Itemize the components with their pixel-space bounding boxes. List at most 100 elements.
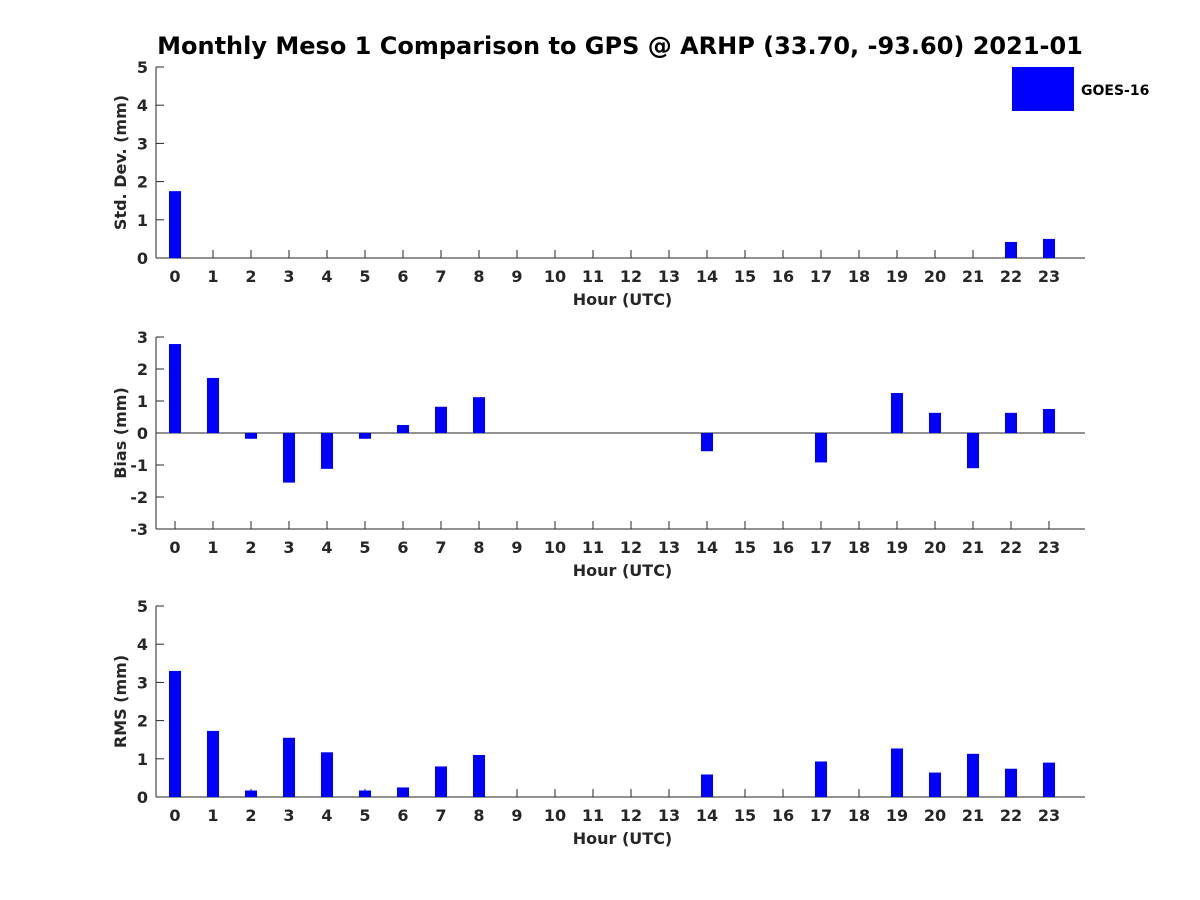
- x-tick-label: 10: [544, 538, 566, 557]
- x-tick-label: 18: [848, 806, 870, 825]
- x-tick-label: 2: [245, 806, 256, 825]
- bar-hour-3: [283, 433, 295, 483]
- y-tick-label: 3: [137, 673, 148, 692]
- x-tick-label: 1: [207, 267, 218, 286]
- bar-hour-1: [207, 730, 219, 797]
- x-tick-label: 23: [1038, 267, 1060, 286]
- x-tick-label: 10: [544, 806, 566, 825]
- bar-hour-8: [473, 754, 485, 797]
- bar-hour-6: [397, 425, 409, 433]
- bar-hour-20: [929, 772, 941, 797]
- x-tick-label: 18: [848, 267, 870, 286]
- x-tick-label: 9: [511, 267, 522, 286]
- x-tick-label: 7: [435, 538, 446, 557]
- x-tick-label: 11: [582, 267, 604, 286]
- bar-hour-19: [891, 393, 903, 433]
- x-tick-label: 17: [810, 538, 832, 557]
- x-tick-label: 20: [924, 267, 946, 286]
- x-tick-label: 19: [886, 538, 908, 557]
- x-tick-label: 6: [397, 267, 408, 286]
- x-tick-label: 5: [359, 267, 370, 286]
- bar-hour-17: [815, 761, 827, 797]
- bar-hour-22: [1005, 412, 1017, 433]
- x-tick-label: 17: [810, 806, 832, 825]
- x-tick-label: 23: [1038, 806, 1060, 825]
- bar-hour-20: [929, 412, 941, 433]
- x-tick-label: 7: [435, 267, 446, 286]
- bar-hour-19: [891, 748, 903, 797]
- y-tick-label: 5: [137, 597, 148, 616]
- bar-hour-23: [1043, 409, 1055, 433]
- x-tick-label: 6: [397, 538, 408, 557]
- x-tick-label: 2: [245, 538, 256, 557]
- bar-hour-3: [283, 737, 295, 797]
- x-tick-label: 4: [321, 267, 332, 286]
- x-tick-label: 18: [848, 538, 870, 557]
- x-tick-label: 11: [582, 538, 604, 557]
- y-tick-label: -1: [130, 456, 148, 475]
- x-tick-label: 21: [962, 806, 984, 825]
- x-tick-label: 17: [810, 267, 832, 286]
- x-tick-label: 16: [772, 806, 794, 825]
- x-tick-label: 4: [321, 806, 332, 825]
- chart-title: Monthly Meso 1 Comparison to GPS @ ARHP …: [157, 32, 1083, 60]
- x-tick-label: 1: [207, 806, 218, 825]
- y-tick-label: 3: [137, 328, 148, 347]
- x-tick-label: 16: [772, 267, 794, 286]
- x-tick-label: 13: [658, 806, 680, 825]
- x-tick-label: 11: [582, 806, 604, 825]
- bar-hour-0: [169, 344, 181, 433]
- x-tick-label: 8: [473, 806, 484, 825]
- y-tick-label: 0: [137, 249, 148, 268]
- x-tick-label: 8: [473, 267, 484, 286]
- y-tick-label: 2: [137, 360, 148, 379]
- x-axis-label: Hour (UTC): [573, 829, 673, 848]
- x-tick-label: 10: [544, 267, 566, 286]
- legend: GOES-16: [1012, 67, 1149, 111]
- x-tick-label: 19: [886, 267, 908, 286]
- y-tick-label: -3: [130, 520, 148, 539]
- bar-hour-4: [321, 433, 333, 469]
- bar-hour-2: [245, 790, 257, 797]
- bar-hour-22: [1005, 768, 1017, 797]
- bar-hour-2: [245, 433, 257, 439]
- x-tick-label: 4: [321, 538, 332, 557]
- bar-hour-22: [1005, 241, 1017, 258]
- bar-hour-23: [1043, 762, 1055, 797]
- legend-label: GOES-16: [1081, 83, 1149, 99]
- x-tick-label: 16: [772, 538, 794, 557]
- y-axis-label: RMS (mm): [111, 655, 130, 748]
- bar-hour-14: [701, 774, 713, 797]
- x-tick-label: 9: [511, 538, 522, 557]
- x-tick-label: 0: [169, 806, 180, 825]
- x-tick-label: 23: [1038, 538, 1060, 557]
- bar-hour-14: [701, 433, 713, 452]
- x-tick-label: 12: [620, 806, 642, 825]
- y-tick-label: 1: [137, 211, 148, 230]
- x-tick-label: 22: [1000, 538, 1022, 557]
- bar-hour-21: [967, 753, 979, 797]
- x-tick-label: 3: [283, 806, 294, 825]
- x-tick-label: 5: [359, 538, 370, 557]
- bar-hour-6: [397, 787, 409, 797]
- x-tick-label: 7: [435, 806, 446, 825]
- x-tick-label: 20: [924, 538, 946, 557]
- x-tick-label: 14: [696, 806, 718, 825]
- x-tick-label: 15: [734, 267, 756, 286]
- y-tick-label: 2: [137, 173, 148, 192]
- y-tick-label: 4: [137, 635, 148, 654]
- bar-hour-7: [435, 406, 447, 433]
- bar-hour-23: [1043, 238, 1055, 258]
- bar-hour-5: [359, 790, 371, 797]
- x-tick-label: 6: [397, 806, 408, 825]
- bar-hour-17: [815, 433, 827, 463]
- x-tick-label: 12: [620, 538, 642, 557]
- x-tick-label: 15: [734, 538, 756, 557]
- x-tick-label: 20: [924, 806, 946, 825]
- x-tick-label: 14: [696, 267, 718, 286]
- y-axis-label: Std. Dev. (mm): [111, 95, 130, 230]
- x-tick-label: 13: [658, 538, 680, 557]
